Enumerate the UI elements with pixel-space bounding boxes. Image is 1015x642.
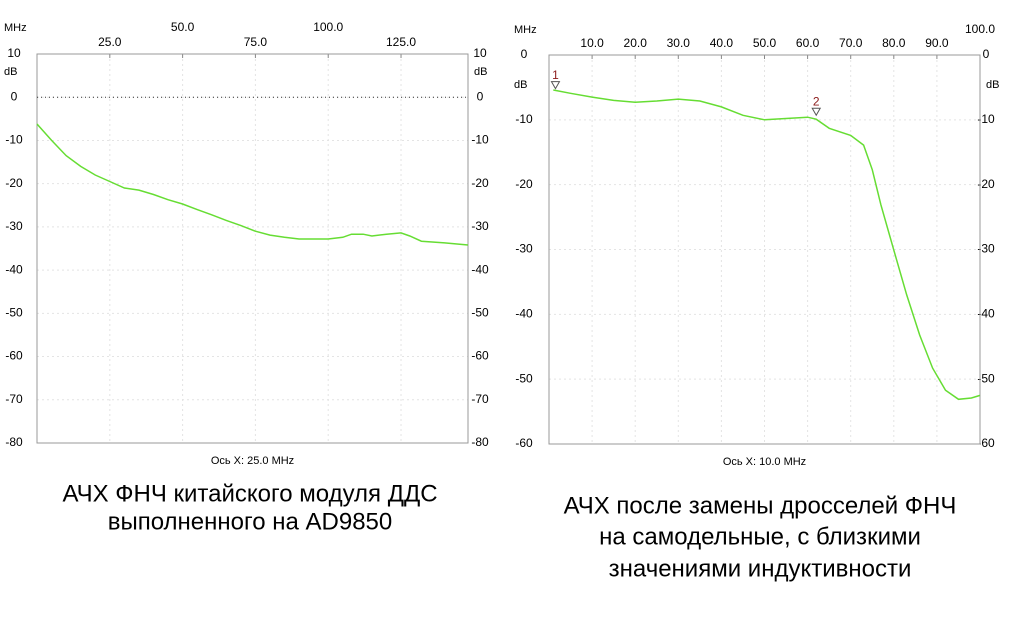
x-tick-label: 60.0 [796, 36, 820, 50]
y-tick-label-right: -60 [471, 349, 489, 363]
caption: значениями индуктивности [609, 555, 912, 582]
x-tick-label: 70.0 [839, 36, 863, 50]
x-tick-label: 40.0 [710, 36, 734, 50]
x-axis-label: Ось X: 10.0 MHz [723, 456, 806, 468]
trace [36, 123, 469, 246]
y-tick-label-right: 0 [477, 89, 484, 103]
y-tick-label-right: -70 [471, 392, 489, 406]
x-axis-label: Ось X: 25.0 MHz [211, 455, 294, 467]
y-tick-label-right: -20 [977, 177, 995, 191]
y-tick-label: -70 [5, 392, 23, 406]
y-tick-label: -30 [5, 219, 23, 233]
x-tick-label: 75.0 [244, 35, 268, 49]
y-tick-label: -50 [5, 306, 23, 320]
y-unit: dB [514, 79, 527, 91]
x-unit: MHz [514, 24, 537, 36]
marker [811, 107, 822, 117]
y-tick-label: -40 [515, 307, 533, 321]
y-tick-label: -60 [515, 436, 533, 450]
y-tick-label-right: -80 [471, 435, 489, 449]
caption: на самодельные, с близкими [599, 523, 921, 550]
x-tick-label: 80.0 [882, 36, 906, 50]
y-tick-label-right: -10 [471, 133, 489, 147]
plot-frame [548, 54, 981, 445]
y-tick-label-right: -30 [471, 219, 489, 233]
y-tick-label: 0 [521, 47, 528, 61]
y-tick-label-right: -50 [977, 371, 995, 385]
y-tick-label-right: -20 [471, 176, 489, 190]
x-tick-label: 90.0 [925, 36, 949, 50]
caption: АЧХ после замены дросселей ФНЧ [564, 492, 957, 519]
caption: АЧХ ФНЧ китайского модуля ДДС [62, 480, 437, 507]
y-tick-label-right: -30 [977, 242, 995, 256]
y-tick-label: -20 [515, 177, 533, 191]
x-tick-label: 125.0 [386, 35, 416, 49]
y-tick-label-right: -10 [977, 112, 995, 126]
y-tick-label: -40 [5, 262, 23, 276]
marker [550, 81, 561, 90]
x-tick-label: 50.0 [753, 36, 777, 50]
y-tick-label: -50 [515, 371, 533, 385]
y-tick-label-right: -50 [471, 306, 489, 320]
x-tick-label: 20.0 [624, 36, 648, 50]
y-tick-label: -10 [5, 133, 23, 147]
y-unit-right: dB [474, 66, 487, 78]
y-unit: dB [4, 66, 17, 78]
y-tick-label-right: -40 [471, 262, 489, 276]
y-unit-right: dB [986, 79, 999, 91]
x-tick-label: 100.0 [965, 22, 995, 36]
caption: выполненного на AD9850 [108, 508, 393, 535]
trace [553, 89, 981, 401]
y-tick-label-right: 0 [983, 47, 990, 61]
x-tick-label: 10.0 [580, 36, 604, 50]
x-tick-label: 25.0 [98, 35, 122, 49]
y-tick-label: -60 [5, 349, 23, 363]
marker-label: 2 [813, 94, 820, 108]
y-tick-label-right: 10 [473, 46, 487, 60]
plot-frame [36, 53, 469, 444]
y-tick-label: -10 [515, 112, 533, 126]
marker-label: 1 [552, 68, 559, 82]
x-tick-label: 30.0 [667, 36, 691, 50]
y-tick-label: -80 [5, 435, 23, 449]
y-tick-label: -30 [515, 242, 533, 256]
y-tick-label: 10 [7, 46, 21, 60]
y-tick-label-right: -40 [977, 307, 995, 321]
x-unit: MHz [4, 22, 27, 34]
y-tick-label-right: -60 [977, 436, 995, 450]
x-tick-label: 50.0 [171, 20, 195, 34]
y-tick-label: -20 [5, 176, 23, 190]
y-tick-label: 0 [11, 89, 18, 103]
x-tick-label: 100.0 [313, 20, 343, 34]
